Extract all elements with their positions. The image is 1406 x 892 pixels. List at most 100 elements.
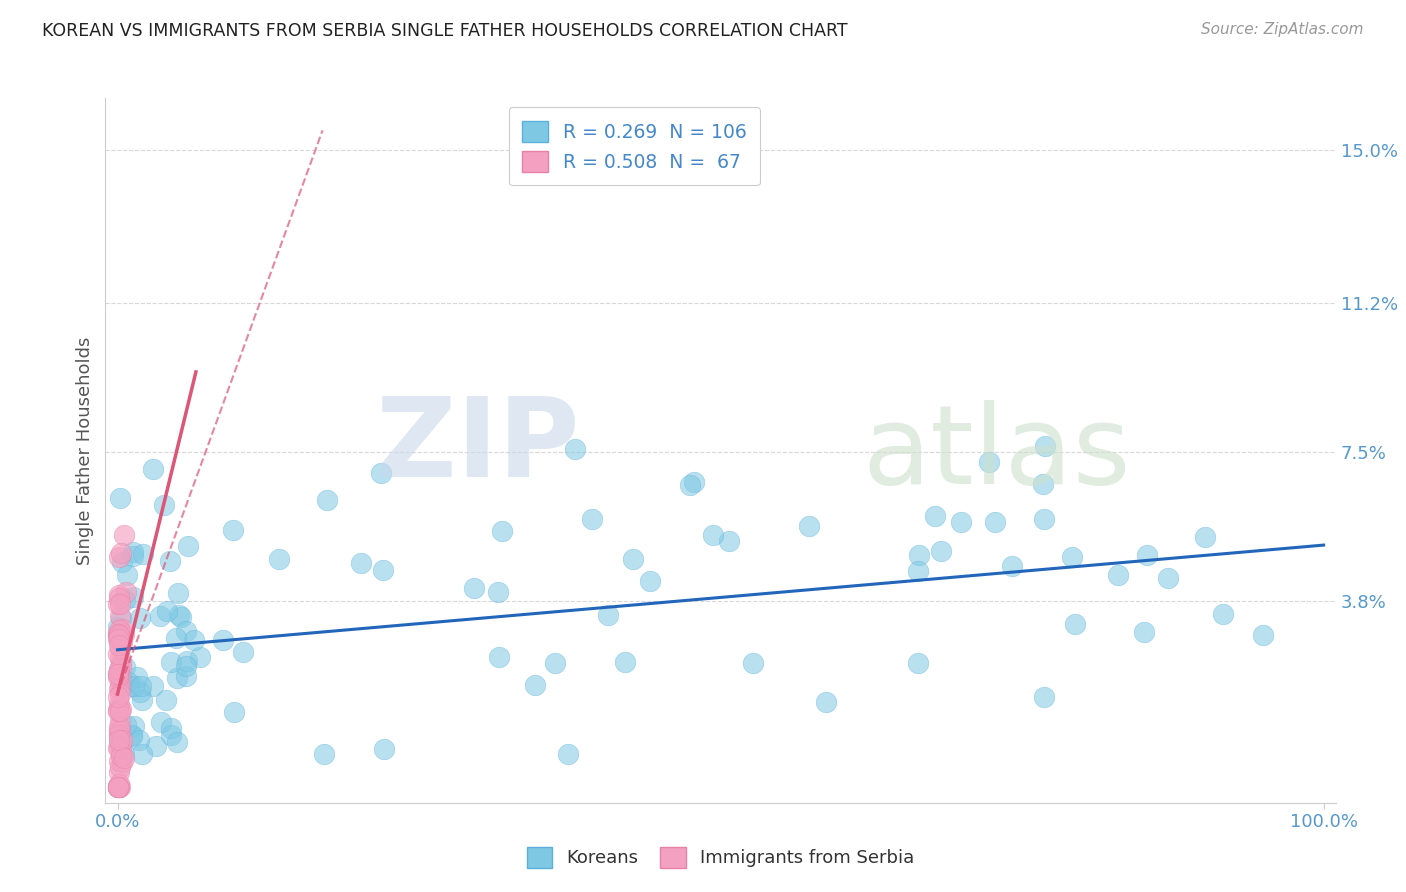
Point <box>931 543 953 558</box>
Point <box>114 718 136 732</box>
Point <box>110 656 132 670</box>
Point <box>107 780 129 794</box>
Point <box>128 685 150 699</box>
Point <box>122 545 145 559</box>
Point <box>110 546 132 560</box>
Point <box>107 664 129 678</box>
Point <box>211 632 233 647</box>
Point <box>907 656 929 670</box>
Point <box>107 666 129 681</box>
Text: atlas: atlas <box>862 401 1130 508</box>
Point <box>156 603 179 617</box>
Point <box>131 747 153 762</box>
Point <box>373 741 395 756</box>
Point <box>112 528 135 542</box>
Point <box>159 554 181 568</box>
Point <box>174 658 197 673</box>
Point <box>108 698 131 713</box>
Point <box>621 552 644 566</box>
Point <box>1060 549 1083 564</box>
Point <box>107 780 129 794</box>
Point <box>1063 616 1085 631</box>
Point <box>108 608 131 623</box>
Point <box>176 654 198 668</box>
Point <box>110 739 132 754</box>
Point <box>122 591 145 605</box>
Point <box>108 755 131 769</box>
Point <box>117 567 139 582</box>
Y-axis label: Single Father Households: Single Father Households <box>76 336 94 565</box>
Point <box>682 475 704 489</box>
Point <box>350 557 373 571</box>
Point <box>107 728 129 742</box>
Point <box>129 679 152 693</box>
Point <box>110 659 132 673</box>
Point <box>815 695 838 709</box>
Point <box>174 669 197 683</box>
Point <box>112 747 135 762</box>
Point <box>544 656 567 670</box>
Point <box>112 627 135 641</box>
Point <box>108 682 131 697</box>
Point <box>107 780 129 794</box>
Point <box>107 733 129 747</box>
Point <box>108 735 131 749</box>
Point <box>107 632 129 646</box>
Point <box>564 442 586 456</box>
Point <box>1132 625 1154 640</box>
Point <box>222 706 245 720</box>
Point <box>145 739 167 754</box>
Point <box>107 690 129 705</box>
Point <box>702 528 724 542</box>
Point <box>108 630 131 644</box>
Point <box>107 780 129 794</box>
Point <box>167 585 190 599</box>
Point <box>111 555 134 569</box>
Point <box>107 780 129 794</box>
Point <box>114 660 136 674</box>
Point <box>232 645 254 659</box>
Point <box>717 533 740 548</box>
Point <box>121 728 143 742</box>
Point <box>1157 571 1180 585</box>
Point <box>188 650 211 665</box>
Point <box>108 597 131 611</box>
Point <box>977 455 1000 469</box>
Point <box>907 564 929 578</box>
Point <box>107 703 129 717</box>
Point <box>107 638 129 652</box>
Point <box>169 609 191 624</box>
Point <box>1032 690 1054 704</box>
Point <box>108 776 131 790</box>
Point <box>108 632 131 647</box>
Point <box>108 662 131 676</box>
Point <box>142 680 165 694</box>
Point <box>108 764 131 779</box>
Point <box>108 679 131 693</box>
Point <box>165 632 187 646</box>
Point <box>108 550 131 565</box>
Point <box>160 655 183 669</box>
Point <box>132 547 155 561</box>
Point <box>107 740 129 755</box>
Point <box>114 592 136 607</box>
Point <box>679 478 702 492</box>
Point <box>108 628 131 642</box>
Point <box>488 649 510 664</box>
Point <box>107 627 129 641</box>
Point <box>486 585 509 599</box>
Point <box>122 719 145 733</box>
Point <box>581 512 603 526</box>
Point <box>108 491 131 506</box>
Point <box>107 588 129 602</box>
Point <box>107 667 129 681</box>
Point <box>121 729 143 743</box>
Point <box>373 563 395 577</box>
Point <box>110 749 132 764</box>
Point <box>110 756 132 770</box>
Point <box>108 704 131 718</box>
Point <box>491 524 513 539</box>
Point <box>174 624 197 638</box>
Point <box>108 760 131 774</box>
Point <box>107 705 129 719</box>
